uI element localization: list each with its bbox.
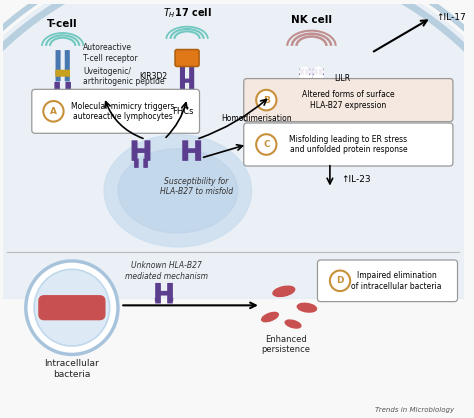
FancyBboxPatch shape <box>157 291 171 296</box>
Text: KIR3D2: KIR3D2 <box>140 72 168 81</box>
Circle shape <box>256 90 276 110</box>
Ellipse shape <box>262 312 278 322</box>
Text: A: A <box>50 107 57 116</box>
FancyBboxPatch shape <box>189 65 194 98</box>
FancyBboxPatch shape <box>299 69 304 95</box>
Text: Misfolding leading to ER stress
and unfolded protein response: Misfolding leading to ER stress and unfo… <box>289 135 407 154</box>
FancyBboxPatch shape <box>32 89 200 133</box>
Text: Trends in Microbiology: Trends in Microbiology <box>375 407 454 413</box>
FancyBboxPatch shape <box>38 295 106 320</box>
FancyBboxPatch shape <box>55 82 60 102</box>
FancyBboxPatch shape <box>182 79 192 83</box>
Text: Enhanced
persistence: Enhanced persistence <box>262 335 310 354</box>
Text: Susceptibility for
HLA-B27 to misfold: Susceptibility for HLA-B27 to misfold <box>160 177 233 196</box>
FancyBboxPatch shape <box>145 140 150 161</box>
FancyBboxPatch shape <box>134 158 139 168</box>
FancyBboxPatch shape <box>319 69 324 95</box>
FancyBboxPatch shape <box>305 69 310 95</box>
Text: C: C <box>263 140 270 149</box>
Text: D: D <box>336 276 344 285</box>
Text: Autoreactive
T-cell receptor: Autoreactive T-cell receptor <box>83 43 138 63</box>
FancyBboxPatch shape <box>180 65 185 98</box>
FancyBboxPatch shape <box>55 50 61 82</box>
FancyBboxPatch shape <box>313 69 318 95</box>
Text: LILR: LILR <box>335 74 351 83</box>
FancyBboxPatch shape <box>244 79 453 122</box>
FancyBboxPatch shape <box>175 50 199 66</box>
Ellipse shape <box>118 149 238 233</box>
FancyBboxPatch shape <box>57 90 69 94</box>
FancyBboxPatch shape <box>195 140 201 161</box>
Text: NK cell: NK cell <box>291 15 332 25</box>
FancyBboxPatch shape <box>143 158 148 168</box>
FancyBboxPatch shape <box>155 283 161 303</box>
FancyBboxPatch shape <box>155 298 157 301</box>
FancyBboxPatch shape <box>134 148 148 153</box>
Text: $T_H$17 cell: $T_H$17 cell <box>163 6 211 20</box>
FancyBboxPatch shape <box>244 123 453 166</box>
Circle shape <box>26 261 118 354</box>
FancyBboxPatch shape <box>313 75 324 79</box>
Circle shape <box>43 101 64 122</box>
FancyBboxPatch shape <box>171 298 173 301</box>
Ellipse shape <box>273 286 295 296</box>
Text: B: B <box>263 96 270 104</box>
FancyBboxPatch shape <box>65 82 71 102</box>
Ellipse shape <box>285 320 301 328</box>
Polygon shape <box>0 0 474 298</box>
FancyBboxPatch shape <box>65 50 70 82</box>
Text: ↑IL-17: ↑IL-17 <box>436 13 465 22</box>
Ellipse shape <box>297 303 317 312</box>
Text: Intracellular
bacteria: Intracellular bacteria <box>45 359 99 379</box>
Text: Uveitogenic/
arthritogenic peptide: Uveitogenic/ arthritogenic peptide <box>83 66 165 86</box>
Circle shape <box>330 270 350 291</box>
Text: Altered forms of surface
HLA-B27 expression: Altered forms of surface HLA-B27 express… <box>302 90 395 110</box>
FancyBboxPatch shape <box>182 140 188 161</box>
Text: ↑IL-23: ↑IL-23 <box>341 175 371 184</box>
Circle shape <box>34 269 109 346</box>
FancyBboxPatch shape <box>167 283 173 303</box>
FancyBboxPatch shape <box>299 75 312 79</box>
Text: Unknown HLA-B27
mediated mechanism: Unknown HLA-B27 mediated mechanism <box>125 261 208 280</box>
Circle shape <box>256 134 276 155</box>
FancyBboxPatch shape <box>318 260 457 302</box>
Ellipse shape <box>104 135 252 247</box>
Ellipse shape <box>313 67 323 76</box>
FancyBboxPatch shape <box>132 140 137 161</box>
Text: Molecular mimicry triggers
autoreactive lymphocytes: Molecular mimicry triggers autoreactive … <box>71 102 174 121</box>
Text: T-cell: T-cell <box>47 20 78 30</box>
Text: Homodimerisation: Homodimerisation <box>221 114 292 122</box>
Text: Impaired elimination
of intracellular bacteria: Impaired elimination of intracellular ba… <box>351 271 442 291</box>
FancyBboxPatch shape <box>55 70 70 77</box>
Text: FHCs: FHCs <box>172 107 193 116</box>
FancyBboxPatch shape <box>185 148 199 153</box>
Ellipse shape <box>300 67 310 76</box>
